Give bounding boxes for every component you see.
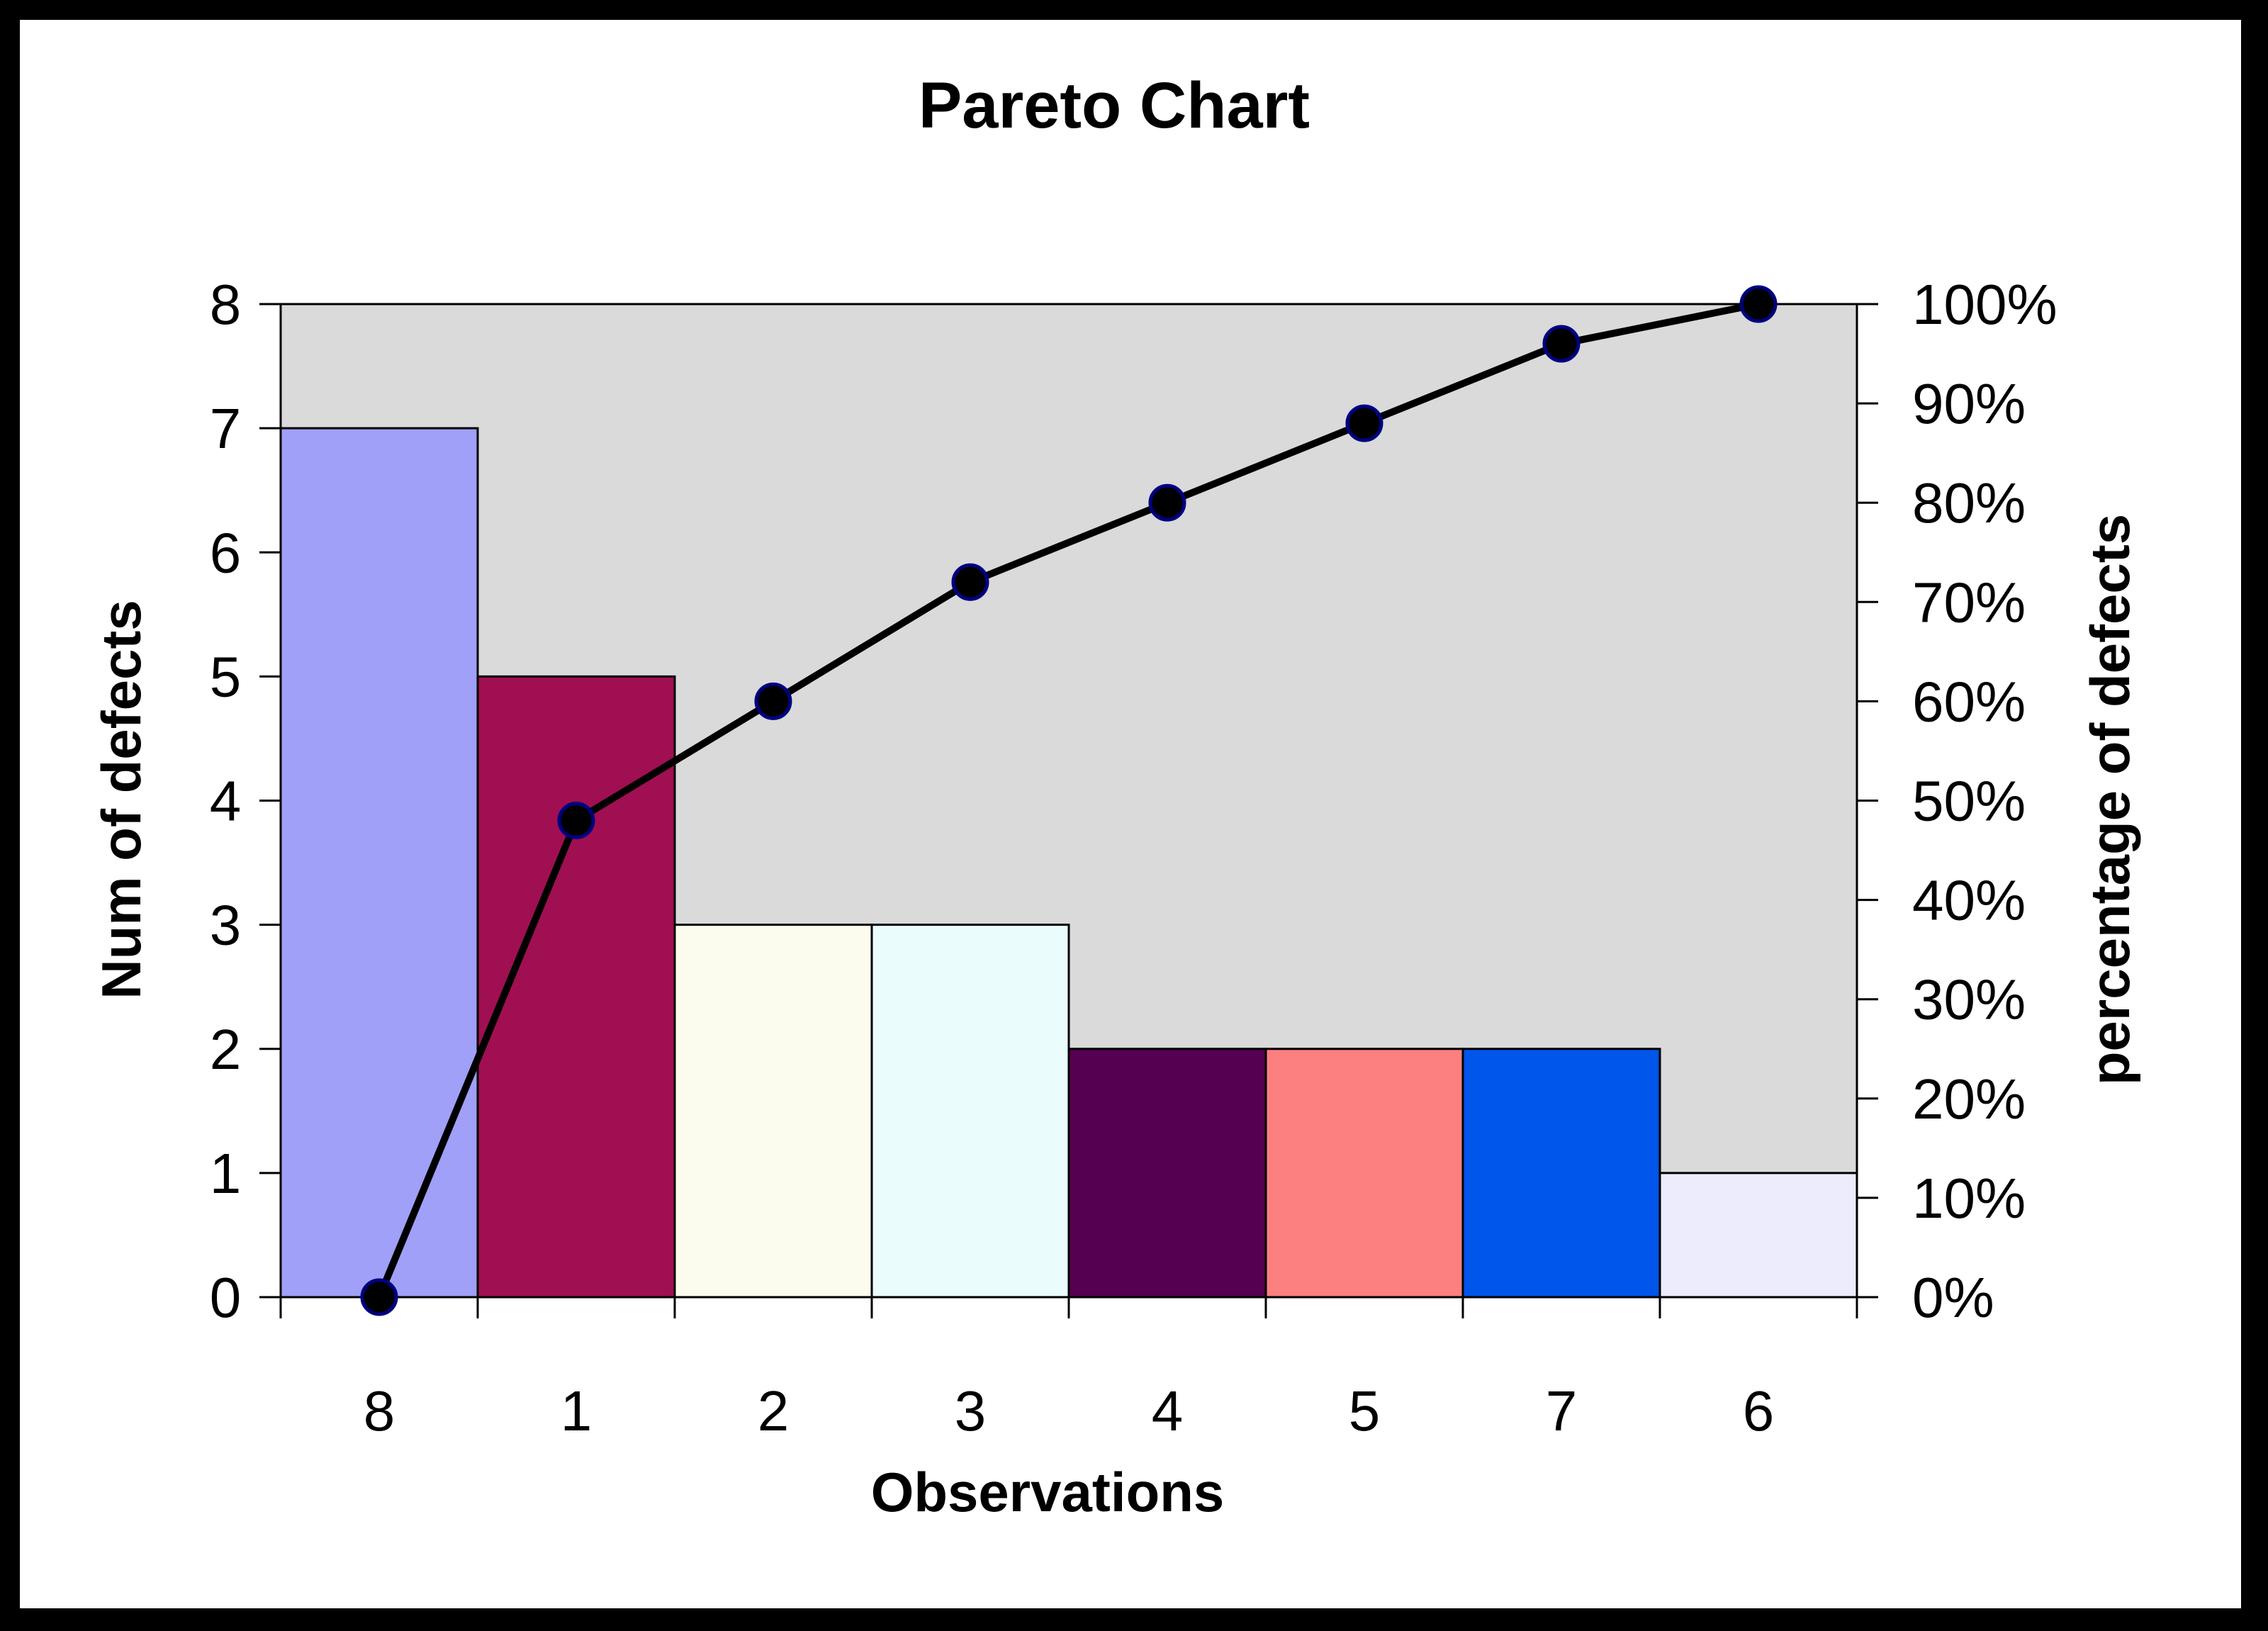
cumulative-point-7: [1542, 325, 1581, 363]
y2-tick-label: 60%: [1912, 670, 2026, 733]
y-tick-label: 3: [210, 894, 242, 957]
y-axis-label: Num of defects: [90, 600, 152, 999]
x-tick-label-7: 7: [1546, 1379, 1578, 1442]
bar-6: [1658, 1172, 1858, 1299]
y-tick-label: 5: [210, 645, 242, 708]
x-tick-label-6: 6: [1743, 1379, 1775, 1442]
cumulative-point-1: [557, 802, 595, 840]
x-tick-label-3: 3: [955, 1379, 987, 1442]
y2-tick-label: 100%: [1912, 273, 2058, 336]
y2-tick-label: 0%: [1912, 1266, 1994, 1329]
y-tick-label: 2: [210, 1018, 242, 1081]
bar-4: [1067, 1048, 1267, 1299]
y-tick-label: 1: [210, 1142, 242, 1205]
chart-canvas: Pareto Chart Observations Num of defects…: [20, 20, 2241, 1608]
bar-5: [1264, 1048, 1464, 1299]
x-tick-label-2: 2: [758, 1379, 790, 1442]
cumulative-percentage-line: [376, 301, 1759, 1299]
cumulative-point-3: [951, 563, 989, 601]
cumulative-point-4: [1148, 483, 1186, 522]
bar-2: [673, 924, 873, 1299]
y2-axis-label: percentage of defects: [2079, 514, 2141, 1085]
y2-tick-label: 10%: [1912, 1167, 2026, 1230]
y2-tick-label: 80%: [1912, 471, 2026, 534]
bar-7: [1461, 1048, 1661, 1299]
y2-tick-label: 90%: [1912, 372, 2026, 435]
y-tick-label: 8: [210, 273, 242, 336]
cumulative-point-5: [1345, 404, 1383, 442]
y2-tick-label: 40%: [1912, 869, 2026, 932]
bar-8: [279, 427, 479, 1299]
x-tick-label-5: 5: [1349, 1379, 1381, 1442]
plot-area: 0123456780%10%20%30%40%50%60%70%80%90%10…: [210, 273, 2058, 1442]
x-tick-label-4: 4: [1152, 1379, 1184, 1442]
cumulative-point-6: [1739, 285, 1778, 323]
cumulative-point-8: [360, 1278, 398, 1316]
x-axis-label: Observations: [871, 1461, 1225, 1523]
chart-title: Pareto Chart: [919, 69, 1310, 142]
y-tick-label: 7: [210, 397, 242, 460]
y-tick-label: 0: [210, 1266, 242, 1329]
x-tick-label-1: 1: [561, 1379, 593, 1442]
y2-tick-label: 50%: [1912, 770, 2026, 833]
y2-tick-label: 30%: [1912, 968, 2026, 1031]
bar-3: [870, 924, 1070, 1299]
y-tick-label: 4: [210, 770, 242, 833]
pareto-chart: Pareto Chart Observations Num of defects…: [90, 69, 2141, 1523]
y2-tick-label: 20%: [1912, 1067, 2026, 1131]
x-tick-label-8: 8: [364, 1379, 395, 1442]
cumulative-point-2: [754, 682, 792, 720]
y-tick-label: 6: [210, 521, 242, 584]
y2-tick-label: 70%: [1912, 571, 2026, 634]
